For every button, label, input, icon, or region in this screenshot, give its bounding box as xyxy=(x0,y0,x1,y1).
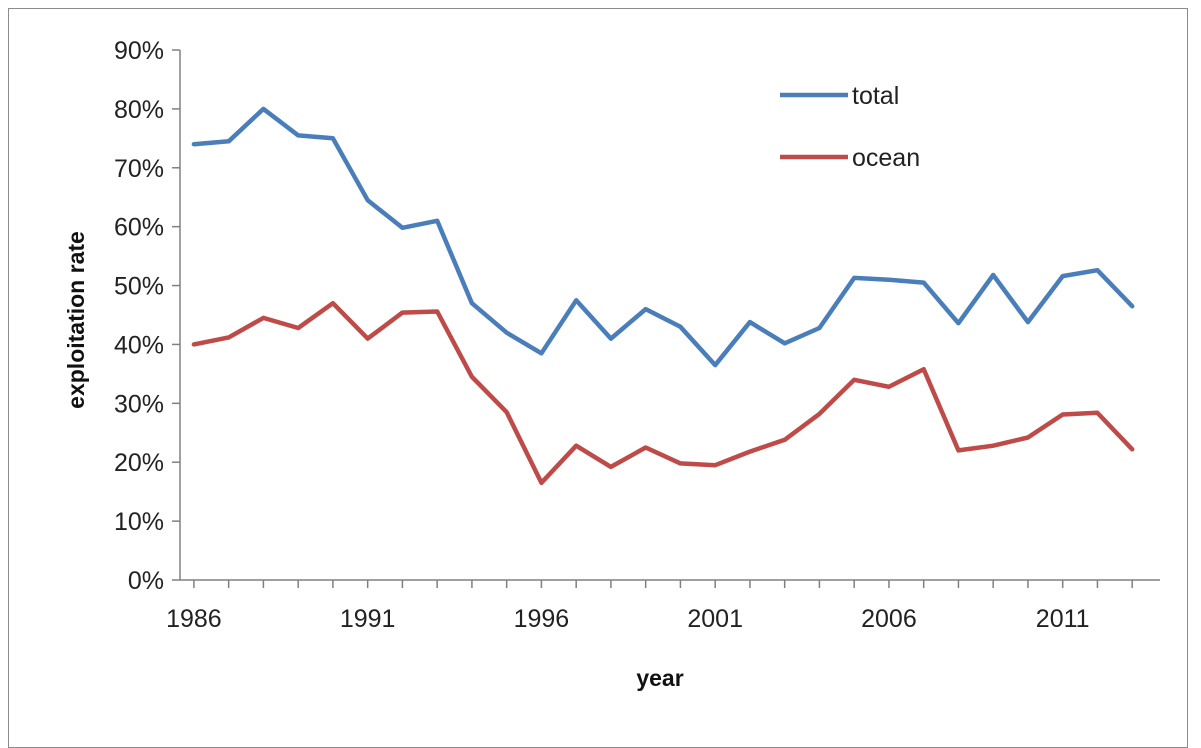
x-tick-label: 1991 xyxy=(340,605,396,633)
line-chart: 0% 10% 20% 30% 40% 50% 60% 70% 80% 90% 1986 1991 199… xyxy=(63,37,1160,691)
x-tick-label: 1996 xyxy=(514,605,570,633)
series-layer xyxy=(191,106,1135,486)
y-tick-label: 70% xyxy=(114,155,164,183)
x-axis-title: year xyxy=(636,665,683,691)
y-tick-label: 10% xyxy=(114,508,164,536)
y-tick-label: 50% xyxy=(114,273,164,301)
y-tick-label: 80% xyxy=(114,96,164,124)
y-tick-label: 40% xyxy=(114,331,164,359)
x-tick-label: 2011 xyxy=(1036,605,1090,633)
x-tick-label: 2001 xyxy=(687,605,743,633)
y-tick-label: 0% xyxy=(128,567,164,595)
legend-label-ocean: ocean xyxy=(852,144,920,172)
y-axis-title: exploitation rate xyxy=(63,231,89,409)
x-tick-label: 2006 xyxy=(861,605,917,633)
y-tick-label: 90% xyxy=(114,37,164,65)
y-tick-label: 60% xyxy=(114,214,164,242)
chart-frame xyxy=(8,8,1188,748)
y-tick-label: 20% xyxy=(114,449,164,477)
series-line-ocean xyxy=(191,300,1135,486)
series-line-total xyxy=(191,106,1135,368)
chart-legend: total ocean xyxy=(780,82,920,172)
y-tick-label: 30% xyxy=(114,390,164,418)
legend-label-total: total xyxy=(852,82,899,110)
chart-axes: 0% 10% 20% 30% 40% 50% 60% 70% 80% 90% 1986 1991 199… xyxy=(114,37,1160,633)
x-tick-label: 1986 xyxy=(166,605,222,633)
